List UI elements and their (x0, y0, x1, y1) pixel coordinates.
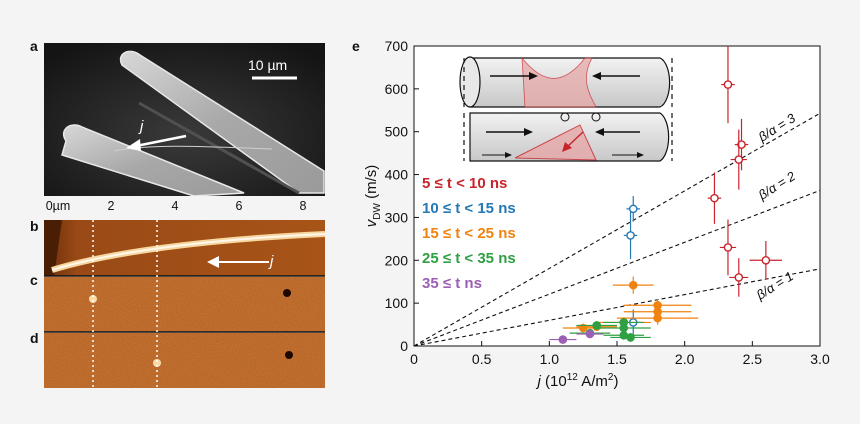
data-point (653, 313, 662, 323)
y-tick-label: 400 (385, 167, 409, 183)
y-tick-label: 100 (385, 295, 409, 311)
data-point (619, 323, 629, 333)
y-axis-label: vDW (m/s) (363, 165, 383, 228)
data-point (628, 280, 638, 290)
x-tick-label: 0.5 (472, 351, 492, 367)
x-tick-label: 1.0 (540, 351, 560, 367)
afm-topography: j (44, 220, 325, 276)
mfm-image-c (44, 277, 325, 332)
data-point (626, 333, 635, 342)
y-tick-label: 600 (385, 81, 409, 97)
y-tick-label: 500 (385, 124, 409, 140)
mfm-image-d (44, 333, 325, 388)
data-point (734, 155, 744, 164)
data-point (710, 193, 719, 203)
panel-letter-e: e (352, 38, 360, 54)
afm-tick-0: 0µm (45, 199, 71, 213)
afm-tick-4: 4 (171, 199, 179, 213)
data-point (761, 255, 771, 265)
data-point (558, 335, 568, 344)
afm-tick-8: 8 (299, 199, 307, 213)
afm-current-label: j (268, 253, 274, 270)
reference-line (413, 268, 821, 347)
x-axis-label: j (1012 A/m2) (536, 372, 619, 390)
y-tick-label: 200 (385, 252, 409, 268)
x-tick-label: 1.5 (607, 351, 627, 367)
sem-current-label: j (138, 118, 144, 135)
legend-entry: 10 ≤ t < 15 ns (422, 200, 516, 217)
legend-entry: 15 ≤ t < 25 ns (422, 225, 516, 242)
panel-letter-d: d (30, 330, 39, 346)
legend-entry: 25 ≤ t < 35 ns (422, 250, 516, 267)
inset-schematic (459, 56, 673, 162)
data-point (737, 140, 746, 149)
panel-letter-a: a (30, 38, 38, 54)
afm-tick-2: 2 (107, 199, 115, 213)
y-tick-label: 0 (400, 338, 408, 354)
data-points (549, 46, 783, 344)
data-point (723, 80, 733, 89)
x-tick-label: 3.0 (810, 351, 830, 367)
afm-images: j (44, 220, 325, 388)
data-point (628, 204, 638, 214)
axis-ticks: 0 0.5 1.0 1.5 2.0 2.5 3.0 0 100 200 300 400 500 600 70… (385, 38, 830, 367)
panel-letter-b: b (30, 218, 39, 234)
legend-entry: 35 ≤ t ns (422, 275, 482, 292)
data-point (723, 243, 733, 252)
data-point (626, 231, 635, 240)
sem-scale-label: 10 µm (248, 57, 287, 73)
data-point (578, 323, 588, 333)
legend-entry: 5 ≤ t < 10 ns (422, 175, 507, 192)
sem-image: j 10 µm (44, 43, 325, 196)
afm-tick-6: 6 (235, 199, 243, 213)
afm-axis: 0µm 2 4 6 8 (44, 199, 325, 221)
x-tick-label: 0 (410, 351, 418, 367)
reference-line (413, 112, 821, 347)
data-point (592, 321, 602, 330)
legend: 5 ≤ t < 10 ns 10 ≤ t < 15 ns 15 ≤ t < 25 n… (422, 175, 516, 292)
data-point (585, 329, 595, 339)
y-tick-label: 700 (385, 38, 409, 54)
panel-letter-c: c (30, 272, 38, 288)
data-point (734, 273, 744, 282)
x-tick-label: 2.0 (675, 351, 695, 367)
sem-graphic: j 10 µm (44, 43, 325, 196)
reference-line (413, 189, 821, 347)
y-tick-label: 300 (385, 209, 409, 225)
x-tick-label: 2.5 (743, 351, 763, 367)
